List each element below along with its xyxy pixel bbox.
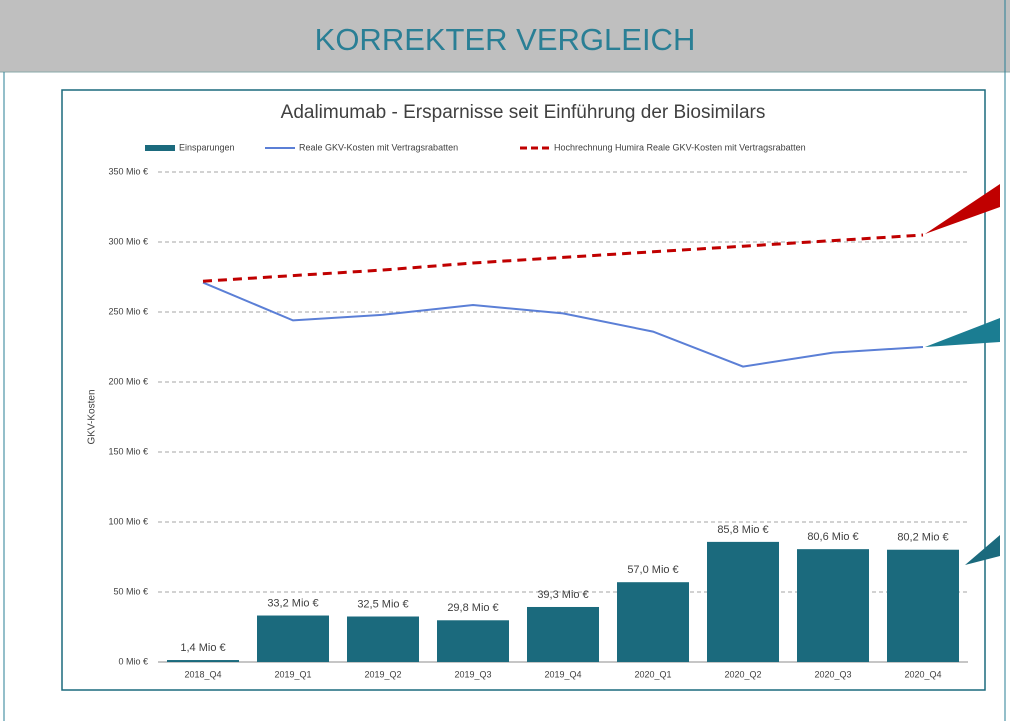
- data-label: 1,4 Mio €: [180, 642, 225, 654]
- bar: [167, 660, 239, 662]
- x-tick-label: 2019_Q3: [454, 669, 491, 679]
- plot: 0 Mio € 50 Mio € 100 Mio € 150 Mio € 200 Mio…: [108, 142, 968, 679]
- bar: [797, 549, 869, 662]
- header-band: [0, 0, 1010, 72]
- callout: [925, 184, 1000, 234]
- data-label: 39,3 Mio €: [537, 589, 588, 601]
- x-tick-label: 2019_Q4: [544, 669, 581, 679]
- y-tick-label: 250 Mio €: [108, 306, 148, 316]
- bar: [257, 615, 329, 662]
- data-label: 33,2 Mio €: [267, 597, 318, 609]
- legend-label: Hochrechnung Humira Reale GKV-Kosten mit…: [554, 142, 806, 152]
- x-tick-label: 2020_Q2: [724, 669, 761, 679]
- x-tick-label: 2020_Q1: [634, 669, 671, 679]
- header-title: KORREKTER VERGLEICH: [315, 22, 696, 57]
- y-tick-label: 200 Mio €: [108, 376, 148, 386]
- y-tick-label: 300 Mio €: [108, 236, 148, 246]
- callout: [925, 318, 1000, 347]
- data-label: 57,0 Mio €: [627, 564, 678, 576]
- x-tick-label: 2018_Q4: [184, 669, 221, 679]
- bar: [887, 549, 959, 662]
- bar: [617, 582, 689, 662]
- bar: [707, 541, 779, 662]
- y-axis-label: GKV-Kosten: [87, 389, 98, 444]
- x-tick-label: 2020_Q3: [814, 669, 851, 679]
- bar: [437, 620, 509, 662]
- y-tick-label: 150 Mio €: [108, 446, 148, 456]
- data-label: 85,8 Mio €: [717, 524, 768, 536]
- chart-title: Adalimumab - Ersparnisse seit Einführung…: [281, 102, 766, 123]
- bar: [527, 606, 599, 662]
- legend-label: Reale GKV-Kosten mit Vertragsrabatten: [299, 142, 458, 152]
- legend-label: Einsparungen: [179, 142, 235, 152]
- data-label: 32,5 Mio €: [357, 598, 408, 610]
- legend-swatch: [145, 145, 175, 151]
- data-label: 29,8 Mio €: [447, 602, 498, 614]
- x-tick-label: 2020_Q4: [904, 669, 941, 679]
- y-tick-label: 100 Mio €: [108, 516, 148, 526]
- line: [202, 233, 924, 283]
- data-label: 80,6 Mio €: [807, 531, 858, 543]
- y-tick-label: 50 Mio €: [113, 586, 148, 596]
- bar: [347, 616, 419, 662]
- x-tick-label: 2019_Q1: [274, 669, 311, 679]
- y-tick-label: 0 Mio €: [118, 656, 148, 666]
- line: [202, 281, 924, 368]
- data-label: 80,2 Mio €: [897, 532, 948, 544]
- callout: [965, 535, 1000, 565]
- y-tick-label: 350 Mio €: [108, 166, 148, 176]
- x-tick-label: 2019_Q2: [364, 669, 401, 679]
